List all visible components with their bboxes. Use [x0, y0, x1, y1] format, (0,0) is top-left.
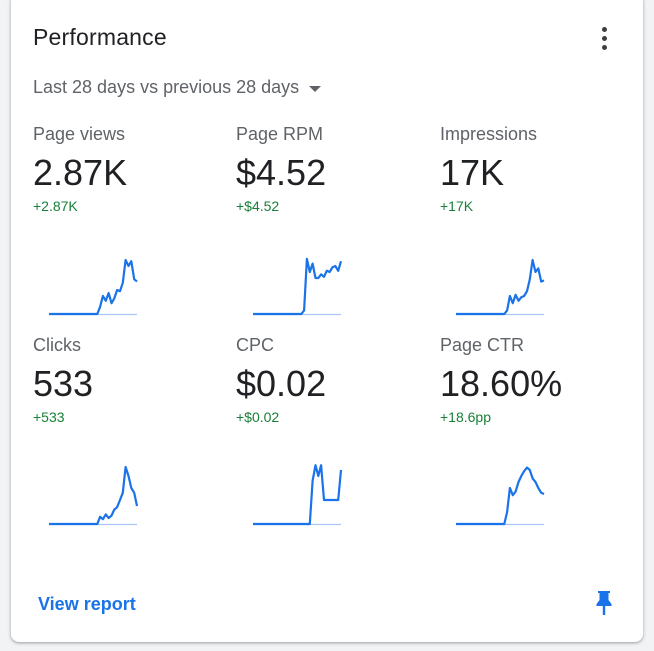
metric-value: $0.02 — [236, 363, 327, 404]
more-dot — [601, 35, 607, 41]
more-dot — [601, 26, 607, 32]
metric-delta: +17K — [440, 198, 474, 214]
metric-label: Page CTR — [440, 335, 525, 355]
metric-delta: +533 — [33, 409, 65, 425]
metric-delta: +$4.52 — [236, 198, 280, 214]
metric-delta: +$0.02 — [236, 409, 280, 425]
metric-label: CPC — [236, 335, 275, 355]
sparkline-page-views — [47, 250, 139, 322]
sparkline-series — [456, 258, 545, 316]
metric-cpc[interactable]: CPC $0.02 +$0.02 — [236, 335, 426, 425]
metric-value: 2.87K — [33, 152, 128, 193]
sparkline-series — [49, 258, 138, 316]
sparkline-series — [49, 465, 139, 526]
more-options-button[interactable] — [591, 24, 617, 52]
metric-value: 18.60% — [440, 363, 563, 404]
sparkline-page-ctr — [454, 460, 546, 532]
metric-label: Page RPM — [236, 124, 324, 144]
view-report-link[interactable]: View report — [38, 594, 136, 614]
sparkline-page-rpm — [251, 250, 343, 322]
sparkline-impressions — [454, 250, 546, 322]
metric-value: $4.52 — [236, 152, 327, 193]
metric-label: Page views — [33, 124, 126, 144]
metric-value: 17K — [440, 152, 505, 193]
sparkline-clicks — [47, 460, 139, 532]
card-title: Performance — [33, 24, 167, 50]
metric-delta: +18.6pp — [440, 409, 491, 425]
caret-down-icon — [309, 85, 322, 92]
more-dot — [601, 44, 607, 50]
metric-impressions[interactable]: Impressions 17K +17K — [440, 124, 630, 214]
metric-value: 533 — [33, 363, 94, 404]
metric-page-rpm[interactable]: Page RPM $4.52 +$4.52 — [236, 124, 426, 214]
sparkline-series — [253, 464, 343, 526]
metric-delta: +2.87K — [33, 198, 78, 214]
performance-card: Performance Last 28 days vs previous 28 … — [11, 0, 643, 642]
sparkline-cpc — [251, 460, 343, 532]
metric-page-views[interactable]: Page views 2.87K +2.87K — [33, 124, 223, 214]
pin-icon[interactable] — [595, 590, 613, 616]
date-range-dropdown[interactable]: Last 28 days vs previous 28 days — [33, 77, 322, 98]
metric-clicks[interactable]: Clicks 533 +533 — [33, 335, 223, 425]
sparkline-series — [456, 466, 545, 526]
metric-page-ctr[interactable]: Page CTR 18.60% +18.6pp — [440, 335, 630, 425]
metric-label: Impressions — [440, 124, 538, 144]
metric-label: Clicks — [33, 335, 81, 355]
sparkline-series — [253, 257, 343, 316]
date-range-label: Last 28 days vs previous 28 days — [33, 77, 300, 97]
